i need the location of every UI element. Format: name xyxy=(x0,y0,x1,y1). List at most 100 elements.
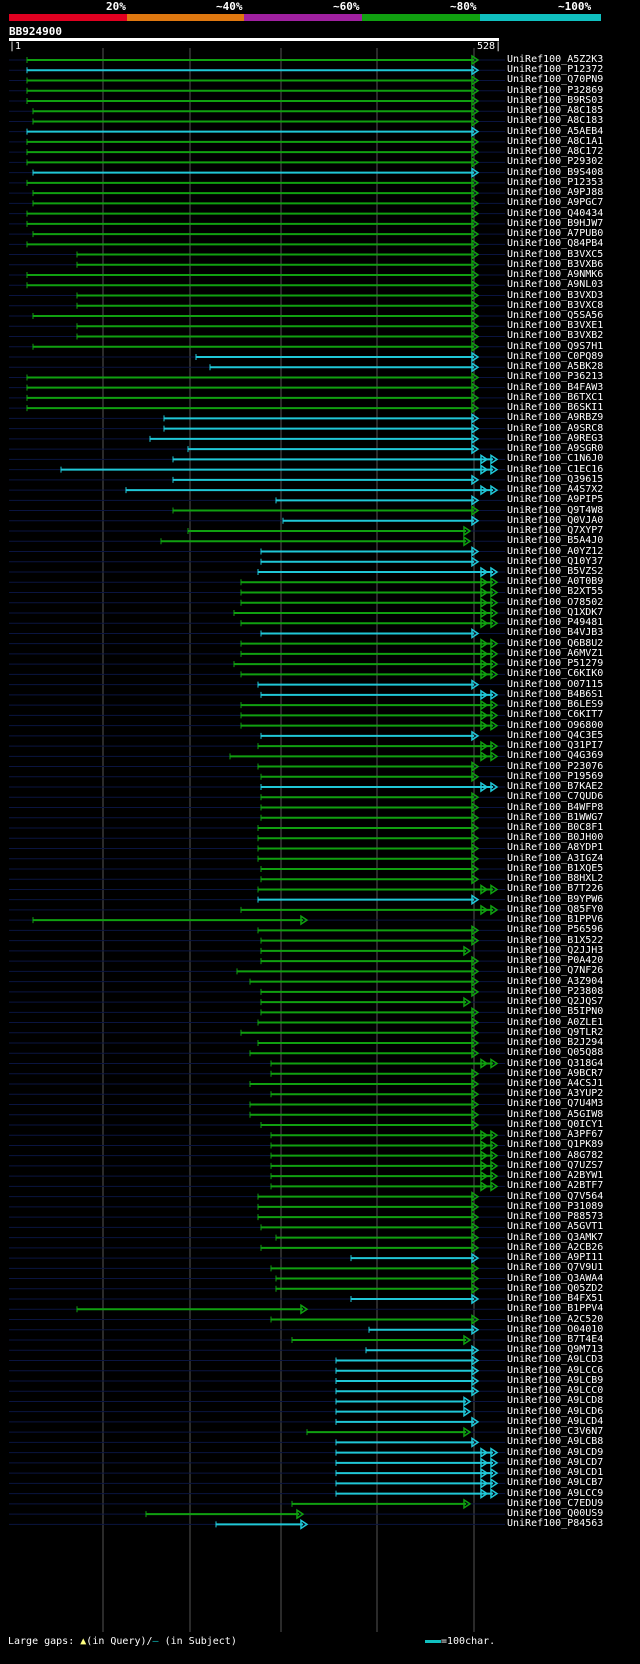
hit-label[interactable]: UniRef100_Q1PK89 xyxy=(507,1139,604,1151)
hit-label[interactable]: UniRef100_B1PPV4 xyxy=(507,1303,604,1315)
hit-label[interactable]: UniRef100_B8HXL2 xyxy=(507,873,604,885)
hit-label[interactable]: UniRef100_A0T0B9 xyxy=(507,576,604,588)
hit-label[interactable]: UniRef100_B9S408 xyxy=(507,166,604,178)
hit-label[interactable]: UniRef100_B7KAE2 xyxy=(507,781,604,793)
hit-label[interactable]: UniRef100_C6KIK0 xyxy=(507,668,604,680)
hit-label[interactable]: UniRef100_A2C520 xyxy=(507,1313,604,1325)
hit-label[interactable]: UniRef100_B0JH00 xyxy=(507,832,604,844)
hit-label[interactable]: UniRef100_A5BK28 xyxy=(507,361,604,373)
hit-label[interactable]: UniRef100_B1X522 xyxy=(507,934,604,946)
hit-label[interactable]: UniRef100_A3YUP2 xyxy=(507,1088,604,1100)
hit-label[interactable]: UniRef100_B4B6S1 xyxy=(507,688,604,700)
hit-label[interactable]: UniRef100_Q5SA56 xyxy=(507,310,604,321)
hit-label[interactable]: UniRef100_A9PGC7 xyxy=(507,197,604,209)
hit-label[interactable]: UniRef100_B0C8F1 xyxy=(507,822,604,833)
hit-label[interactable]: UniRef100_Q7NF26 xyxy=(507,965,604,977)
hit-label[interactable]: UniRef100_Q05ZD2 xyxy=(507,1282,604,1294)
hit-label[interactable]: UniRef100_Q3AMK7 xyxy=(507,1231,604,1243)
hit-label[interactable]: UniRef100_A9LCD1 xyxy=(507,1467,604,1479)
hit-label[interactable]: UniRef100_P84563 xyxy=(507,1518,604,1530)
hit-label[interactable]: UniRef100_B4FX51 xyxy=(507,1293,604,1305)
hit-label[interactable]: UniRef100_A5AEB4 xyxy=(507,125,604,137)
hit-label[interactable]: UniRef100_A9LCD3 xyxy=(507,1354,604,1366)
hit-label[interactable]: UniRef100_P12372 xyxy=(507,64,604,76)
hit-label[interactable]: UniRef100_A9LCC9 xyxy=(507,1487,604,1499)
hit-label[interactable]: UniRef100_A2CB26 xyxy=(507,1241,604,1253)
hit-label[interactable]: UniRef100_A9NMK6 xyxy=(507,269,604,281)
hit-label[interactable]: UniRef100_B9RS03 xyxy=(507,94,604,106)
hit-label[interactable]: UniRef100_B4FAW3 xyxy=(507,381,604,393)
hit-label[interactable]: UniRef100_O96800 xyxy=(507,719,604,731)
hit-label[interactable]: UniRef100_Q7UZS7 xyxy=(507,1159,604,1171)
hit-label[interactable]: UniRef100_A9LCC6 xyxy=(507,1364,604,1376)
hit-label[interactable]: UniRef100_P56596 xyxy=(507,924,604,936)
hit-label[interactable]: UniRef100_Q10Y37 xyxy=(507,555,604,567)
hit-label[interactable]: UniRef100_B9YPW6 xyxy=(507,893,604,905)
hit-label[interactable]: UniRef100_Q84PB4 xyxy=(507,238,604,250)
hit-label[interactable]: UniRef100_Q4C3E5 xyxy=(507,729,604,741)
hit-label[interactable]: UniRef100_P32869 xyxy=(507,84,604,96)
hit-label[interactable]: UniRef100_B2J294 xyxy=(507,1037,604,1049)
hit-label[interactable]: UniRef100_A2BYW1 xyxy=(507,1170,604,1182)
hit-label[interactable]: UniRef100_Q9M713 xyxy=(507,1344,604,1356)
hit-label[interactable]: UniRef100_B1PPV6 xyxy=(507,914,604,926)
hit-label[interactable]: UniRef100_A5Z2K3 xyxy=(507,54,604,65)
hit-label[interactable]: UniRef100_A7PUB0 xyxy=(507,228,604,240)
hit-label[interactable]: UniRef100_A5GVT1 xyxy=(507,1221,604,1233)
hit-label[interactable]: UniRef100_A9PIP5 xyxy=(507,494,604,506)
hit-label[interactable]: UniRef100_A8G782 xyxy=(507,1149,604,1161)
hit-label[interactable]: UniRef100_A8YDP1 xyxy=(507,842,604,854)
hit-label[interactable]: UniRef100_Q39615 xyxy=(507,473,604,485)
hit-label[interactable]: UniRef100_A9LCC0 xyxy=(507,1385,604,1397)
hit-label[interactable]: UniRef100_A2BTF7 xyxy=(507,1180,604,1192)
hit-label[interactable]: UniRef100_A9BCR7 xyxy=(507,1067,604,1079)
hit-label[interactable]: UniRef100_O07115 xyxy=(507,678,604,690)
hit-label[interactable]: UniRef100_A9LCD8 xyxy=(507,1395,604,1407)
hit-label[interactable]: UniRef100_B7T226 xyxy=(507,883,604,895)
hit-label[interactable]: UniRef100_A0ZLE1 xyxy=(507,1016,604,1028)
hit-label[interactable]: UniRef100_C7QUD6 xyxy=(507,791,604,803)
hit-label[interactable]: UniRef100_B5IPN0 xyxy=(507,1006,604,1018)
hit-label[interactable]: UniRef100_A3PF67 xyxy=(507,1129,604,1141)
hit-label[interactable]: UniRef100_A8C172 xyxy=(507,146,604,158)
hit-label[interactable]: UniRef100_Q1XDK7 xyxy=(507,606,604,618)
hit-label[interactable]: UniRef100_A9LCD7 xyxy=(507,1456,604,1468)
hit-label[interactable]: UniRef100_Q9T4W8 xyxy=(507,504,604,516)
hit-label[interactable]: UniRef100_Q2JJH3 xyxy=(507,944,604,956)
hit-label[interactable]: UniRef100_A8C185 xyxy=(507,105,604,117)
hit-label[interactable]: UniRef100_Q9TLR2 xyxy=(507,1026,604,1038)
hit-label[interactable]: UniRef100_P19569 xyxy=(507,770,604,782)
hit-label[interactable]: UniRef100_A9LCD6 xyxy=(507,1405,604,1417)
hit-label[interactable]: UniRef100_A9LCB7 xyxy=(507,1477,604,1489)
hit-label[interactable]: UniRef100_O04010 xyxy=(507,1323,604,1335)
hit-label[interactable]: UniRef100_P23076 xyxy=(507,760,604,772)
hit-label[interactable]: UniRef100_Q7V9U1 xyxy=(507,1262,604,1274)
hit-label[interactable]: UniRef100_B4VJB3 xyxy=(507,627,604,639)
hit-label[interactable]: UniRef100_Q31PI7 xyxy=(507,740,604,752)
hit-label[interactable]: UniRef100_B4WFP8 xyxy=(507,801,604,813)
hit-label[interactable]: UniRef100_A9LCD4 xyxy=(507,1415,604,1427)
hit-label[interactable]: UniRef100_A6MVZ1 xyxy=(507,647,604,659)
hit-label[interactable]: UniRef100_Q05Q88 xyxy=(507,1047,604,1059)
hit-label[interactable]: UniRef100_Q7XYP7 xyxy=(507,525,604,537)
hit-label[interactable]: UniRef100_C3V6N7 xyxy=(507,1426,604,1438)
hit-label[interactable]: UniRef100_B3VXD3 xyxy=(507,289,604,301)
hit-label[interactable]: UniRef100_Q0ICY1 xyxy=(507,1118,604,1130)
hit-label[interactable]: UniRef100_Q4G369 xyxy=(507,750,604,762)
hit-label[interactable]: UniRef100_Q7V564 xyxy=(507,1190,604,1202)
hit-label[interactable]: UniRef100_P49481 xyxy=(507,617,604,629)
hit-label[interactable]: UniRef100_C1N6J0 xyxy=(507,453,604,465)
hit-label[interactable]: UniRef100_B5A4J0 xyxy=(507,535,604,547)
hit-label[interactable]: UniRef100_Q0VJA0 xyxy=(507,514,604,526)
hit-label[interactable]: UniRef100_B3VXC8 xyxy=(507,299,604,311)
hit-label[interactable]: UniRef100_B6SKI1 xyxy=(507,402,604,414)
hit-label[interactable]: UniRef100_A0YZ12 xyxy=(507,545,604,557)
hit-label[interactable]: UniRef100_P51279 xyxy=(507,658,604,670)
hit-label[interactable]: UniRef100_B5VZS2 xyxy=(507,566,604,577)
hit-label[interactable]: UniRef100_P23808 xyxy=(507,985,604,997)
hit-label[interactable]: UniRef100_P36213 xyxy=(507,371,604,383)
hit-label[interactable]: UniRef100_A9REG3 xyxy=(507,432,604,444)
hit-label[interactable]: UniRef100_A5GIW8 xyxy=(507,1108,604,1120)
hit-label[interactable]: UniRef100_A3IGZ4 xyxy=(507,852,604,864)
hit-label[interactable]: UniRef100_C0PQ89 xyxy=(507,350,604,362)
